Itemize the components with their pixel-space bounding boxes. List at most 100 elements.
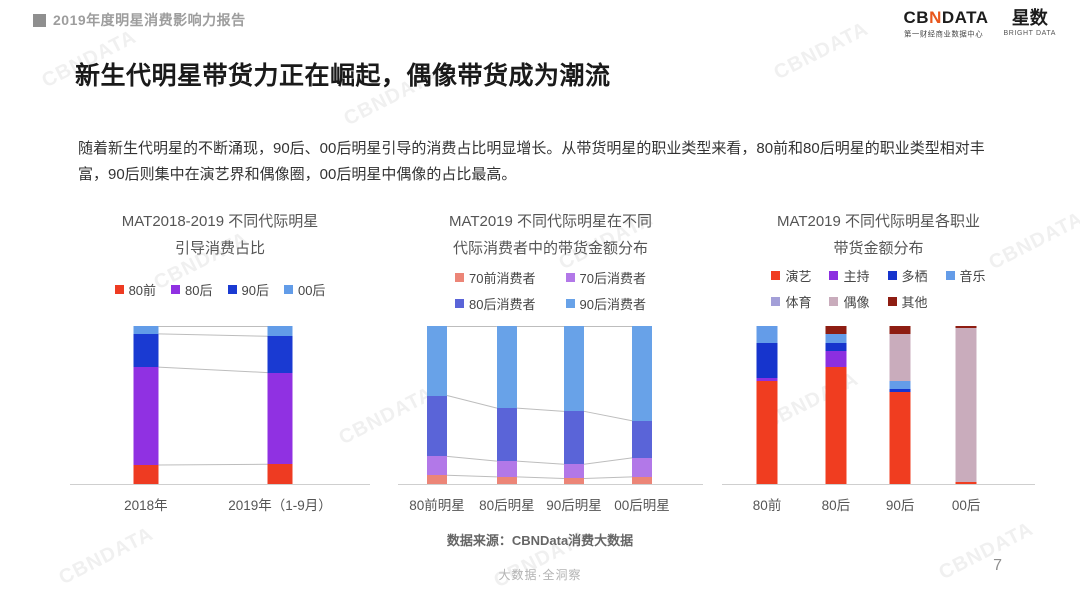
chart-title-line1: MAT2019 不同代际明星在不同 [448,213,653,230]
watermark: CBNDATA [770,17,873,85]
chart-title-line2: 带货金额分布 [833,240,924,257]
x-axis-label: 90后明星 [546,498,602,513]
bar-segment [889,381,911,390]
bar-segment [889,333,911,382]
chart-title: MAT2019 不同代际明星在不同 代际消费者中的带货金额分布 [398,208,703,262]
x-axis-label: 80后 [821,498,851,513]
star-logo-subtitle: BRIGHT DATA [1003,30,1056,37]
bright-data-logo: 星数 BRIGHT DATA [1004,9,1057,37]
legend-label: 演艺 [785,269,812,284]
cbndata-logo: CBNDATA 第一财经商业数据中心 [904,9,990,40]
legend-item: 70前消费者 [455,268,536,287]
bar-segment [632,326,652,421]
header-square-icon [33,13,46,27]
report-title: 2019年度明星消费影响力报告 [53,12,246,28]
legend-label: 其他 [901,295,928,310]
bar-segment [496,408,517,462]
data-source: 数据来源：CBNData消费大数据 [446,533,634,548]
legend-label: 00后 [297,283,326,298]
bar-segment [563,464,584,479]
bar-segment [496,461,517,477]
bar-segment [133,333,159,368]
legend-swatch-icon [829,297,839,306]
legend: 70前消费者 70后消费者 80后消费者 90后消费者 [398,268,703,313]
bar-segment [563,478,584,484]
legend-swatch-icon [455,299,465,308]
legend-item: 体育 [771,292,811,311]
legend-swatch-icon [887,297,897,306]
bar-segment [563,411,584,465]
legend-label: 70后消费者 [579,271,646,286]
bar-segment [756,343,778,379]
cbn-logo-text: CB [903,8,930,27]
bar-segment [825,326,847,334]
legend-item: 80后 [171,280,213,299]
connector-lines [158,326,268,466]
bar-segment [267,326,293,337]
legend-item: 80后消费者 [455,294,536,313]
legend-label: 80后消费者 [469,297,536,312]
logo-group: CBNDATA 第一财经商业数据中心 星数 BRIGHT DATA [904,9,1057,40]
legend-label: 多栖 [901,269,928,284]
chart-occupation-distribution: MAT2019 不同代际明星各职业 带货金额分布 演艺 主持 多栖 音乐 体育 偶像 其他 … [722,208,1035,538]
stacked-bar [267,326,293,484]
legend-label: 90后消费者 [579,297,646,312]
chart-title-line1: MAT2018-2019 不同代际明星 [121,213,319,230]
header: 2019年度明星消费影响力报告 [33,10,246,30]
stacked-bar [955,326,977,484]
legend-label: 80后 [185,283,213,298]
bar-segment [632,420,652,458]
plot-area [722,326,1035,485]
bar-segment [632,476,652,484]
x-axis-label: 80前明星 [409,498,465,513]
chart-title: MAT2018-2019 不同代际明星 引导消费占比 [70,208,370,262]
bar-segment [756,380,778,484]
legend-swatch-icon [771,297,781,306]
legend: 80前 80后 90后 00后 [70,280,370,299]
legend-swatch-icon [455,273,465,282]
legend-item: 70后消费者 [565,268,646,287]
chart-title-line2: 引导消费占比 [174,240,265,257]
stacked-bar [825,326,847,484]
legend-label: 主持 [843,269,870,284]
cbn-logo-n: N [929,8,942,27]
footer-slogan: 大数据·全洞察 [498,568,582,582]
x-axis-label: 2018年 [124,498,168,513]
page-number: 7 [993,557,1002,574]
legend-label: 70前消费者 [469,271,536,286]
stacked-bar [427,326,448,484]
bar-segment [267,464,293,484]
legend-item: 90后消费者 [565,294,646,313]
summary-paragraph: 随着新生代明星的不断涌现，90后、00后明星引导的消费占比明显增长。从带货明星的… [78,140,985,184]
bar-segment [825,342,847,351]
legend-swatch-icon [829,271,839,280]
bar-segment [427,475,448,484]
chart-generation-consumption-share: MAT2018-2019 不同代际明星 引导消费占比 80前 80后 90后 00后 … [70,208,370,538]
bar-segment [133,326,159,334]
bar-segment [955,326,977,329]
bar-segment [632,457,652,477]
stacked-bar [496,326,517,484]
legend-label: 体育 [785,295,812,310]
bar-segment [563,326,584,412]
legend-item: 80前 [114,280,156,299]
x-axis: 2018年 2019年（1-9月） [70,494,370,514]
bar-segment [267,336,293,373]
legend-swatch-icon [771,271,781,280]
bar-segment [825,350,847,368]
bar-segment [955,328,977,482]
plot-area [398,326,703,485]
star-logo-text: 星数 [1011,8,1048,28]
cbn-logo-text2: DATA [941,8,989,27]
bar-segment [825,367,847,484]
bar-segment [496,476,517,484]
legend-label: 偶像 [843,295,870,310]
stacked-bar [563,326,584,484]
x-axis: 80前明星 80后明星 90后明星 00后明星 [398,494,703,514]
bar-segment [955,481,977,484]
legend-item: 多栖 [887,266,928,285]
legend: 演艺 主持 多栖 音乐 体育 偶像 其他 [722,266,1035,311]
bar-segment [889,326,911,334]
x-axis-label: 90后 [885,498,915,513]
